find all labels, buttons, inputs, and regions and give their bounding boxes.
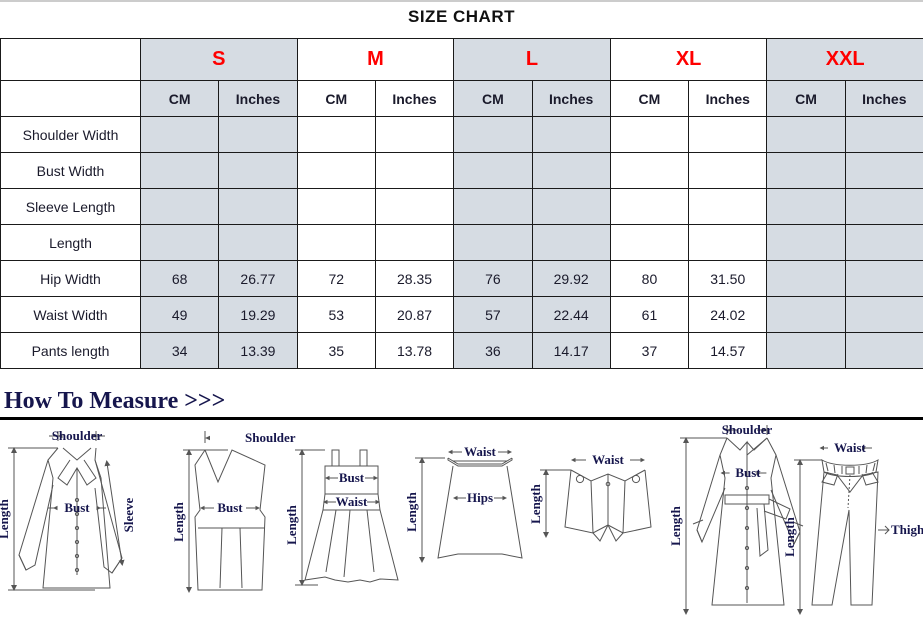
svg-text:Waist: Waist bbox=[464, 444, 496, 459]
svg-text:Shoulder: Shoulder bbox=[245, 430, 296, 445]
svg-text:Bust: Bust bbox=[735, 465, 761, 480]
svg-text:Sleeve: Sleeve bbox=[121, 497, 136, 532]
svg-text:Length: Length bbox=[0, 498, 11, 539]
svg-text:Length: Length bbox=[404, 491, 419, 532]
svg-text:Thigh: Thigh bbox=[891, 522, 923, 537]
svg-text:Shoulder: Shoulder bbox=[52, 428, 103, 443]
svg-text:Bust: Bust bbox=[217, 500, 243, 515]
svg-text:Length: Length bbox=[782, 516, 797, 557]
svg-text:Waist: Waist bbox=[336, 494, 368, 509]
svg-text:Length: Length bbox=[528, 483, 543, 524]
svg-text:Bust: Bust bbox=[64, 500, 90, 515]
svg-text:Waist: Waist bbox=[592, 452, 624, 467]
svg-text:Bust: Bust bbox=[339, 470, 365, 485]
svg-text:Shoulder: Shoulder bbox=[722, 422, 773, 437]
svg-text:Waist: Waist bbox=[834, 440, 866, 455]
svg-text:Hips: Hips bbox=[467, 490, 493, 505]
svg-text:Length: Length bbox=[668, 505, 683, 546]
svg-text:Length: Length bbox=[284, 504, 299, 545]
svg-text:Length: Length bbox=[171, 501, 186, 542]
